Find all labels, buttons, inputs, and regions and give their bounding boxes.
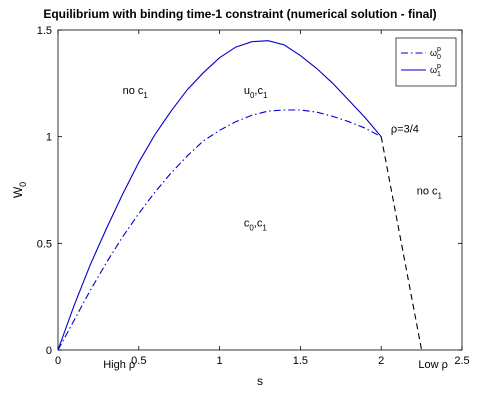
x-tick-label: 0.5 bbox=[131, 355, 146, 367]
y-tick-label: 0.5 bbox=[37, 238, 52, 250]
annotation-sub: 0 bbox=[249, 223, 254, 232]
annotation-base: Low ρ bbox=[418, 359, 448, 371]
legend-entry-sub: 0 bbox=[437, 54, 441, 61]
x-tick-label: 2 bbox=[378, 355, 384, 367]
series-line-2 bbox=[380, 136, 423, 351]
annotation-sub: 1 bbox=[438, 191, 443, 200]
annotation-base: u bbox=[244, 85, 250, 97]
y-axis-label-base: W bbox=[11, 186, 25, 198]
annotation-no-c1-right: no c1 bbox=[417, 185, 443, 200]
annotation-sub: 0 bbox=[250, 91, 255, 100]
x-tick-label: 2.5 bbox=[454, 355, 469, 367]
annotation-base: no c bbox=[123, 85, 144, 97]
x-tick-label: 1.5 bbox=[293, 355, 308, 367]
annotation-c0c1: c0,c1 bbox=[244, 217, 268, 232]
axis-ticks: 0 0.5 1 1.5 2 2.5 0 0.5 1 1.5 bbox=[37, 25, 470, 367]
x-tick-label: 0 bbox=[55, 355, 61, 367]
annotation-base: ρ=3/4 bbox=[391, 123, 419, 135]
annotation-base: no c bbox=[417, 185, 438, 197]
legend-entry-base: ω bbox=[430, 65, 437, 75]
plot-frame bbox=[57, 29, 463, 351]
series-line-0 bbox=[57, 109, 382, 351]
y-axis-label-sub: 0 bbox=[18, 182, 28, 187]
legend-entry: ω0p bbox=[430, 46, 441, 61]
y-tick-label: 1.5 bbox=[37, 25, 52, 37]
annotation-mid: ,c bbox=[254, 217, 263, 229]
annotation-low-rho: Low ρ bbox=[418, 359, 448, 371]
y-axis-label: W0 bbox=[11, 182, 28, 198]
x-axis-label: s bbox=[257, 374, 263, 388]
y-tick-label: 1 bbox=[46, 132, 52, 144]
annotation-no-c1-left: no c1 bbox=[123, 85, 149, 100]
legend-box bbox=[395, 37, 457, 87]
annotation-base: High ρ bbox=[103, 359, 135, 371]
annotation-mid: ,c bbox=[254, 85, 263, 97]
legend-entry: ω1p bbox=[430, 63, 441, 78]
chart-title: Equilibrium with binding time-1 constrai… bbox=[43, 7, 436, 21]
series-line-1 bbox=[57, 40, 382, 351]
legend-entry-sub: 1 bbox=[437, 71, 441, 78]
annotation-u0c1: u0,c1 bbox=[244, 85, 268, 100]
y-tick-label: 0 bbox=[46, 345, 52, 357]
annotation-rho-34: ρ=3/4 bbox=[391, 123, 419, 135]
legend-entry-sup: p bbox=[437, 63, 441, 70]
annotation-sub2: 1 bbox=[262, 223, 267, 232]
annotation-high-rho: High ρ bbox=[103, 359, 135, 371]
legend-entry-base: ω bbox=[430, 48, 437, 58]
series-layer bbox=[57, 40, 423, 351]
x-tick-label: 1 bbox=[217, 355, 223, 367]
annotation-sub2: 1 bbox=[263, 91, 268, 100]
legend-entry-sup: p bbox=[437, 46, 441, 53]
annotation-sub: 1 bbox=[143, 91, 148, 100]
annotation-base: c bbox=[244, 217, 250, 229]
